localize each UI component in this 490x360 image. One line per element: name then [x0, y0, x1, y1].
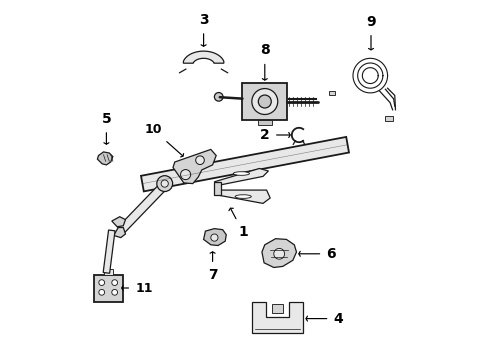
Polygon shape	[98, 152, 113, 165]
Text: 3: 3	[199, 13, 208, 46]
Circle shape	[112, 289, 118, 295]
Text: 2: 2	[260, 128, 290, 142]
Bar	[258, 120, 272, 125]
Circle shape	[112, 280, 118, 285]
Polygon shape	[262, 239, 296, 267]
Ellipse shape	[233, 172, 249, 175]
Text: 4: 4	[306, 312, 343, 325]
Text: 8: 8	[260, 44, 270, 80]
Circle shape	[157, 176, 172, 192]
Polygon shape	[141, 137, 349, 192]
Circle shape	[99, 289, 104, 295]
Circle shape	[180, 170, 191, 180]
Text: 9: 9	[366, 15, 376, 50]
Text: 10: 10	[145, 123, 184, 157]
Circle shape	[196, 156, 204, 165]
Text: 5: 5	[101, 112, 111, 144]
Polygon shape	[215, 168, 269, 185]
Polygon shape	[114, 228, 125, 238]
Circle shape	[99, 280, 104, 285]
Ellipse shape	[235, 195, 251, 198]
Circle shape	[252, 89, 278, 114]
Polygon shape	[112, 217, 125, 227]
Polygon shape	[252, 302, 303, 333]
Text: 7: 7	[208, 252, 218, 282]
Text: 1: 1	[229, 208, 248, 239]
Text: 11: 11	[122, 282, 153, 294]
Bar	[94, 275, 122, 302]
Polygon shape	[215, 182, 220, 195]
Polygon shape	[103, 230, 115, 273]
Polygon shape	[183, 51, 224, 63]
Polygon shape	[204, 229, 226, 246]
Circle shape	[211, 234, 218, 241]
Bar	[329, 91, 335, 95]
Text: 6: 6	[299, 247, 336, 261]
Circle shape	[274, 248, 285, 259]
Polygon shape	[215, 190, 270, 203]
Circle shape	[215, 93, 223, 101]
Bar	[243, 83, 287, 120]
Circle shape	[161, 180, 169, 187]
Polygon shape	[173, 149, 216, 184]
Bar	[385, 116, 392, 121]
Bar	[104, 269, 113, 275]
Circle shape	[258, 95, 271, 108]
Bar	[271, 304, 283, 313]
Polygon shape	[118, 179, 171, 233]
